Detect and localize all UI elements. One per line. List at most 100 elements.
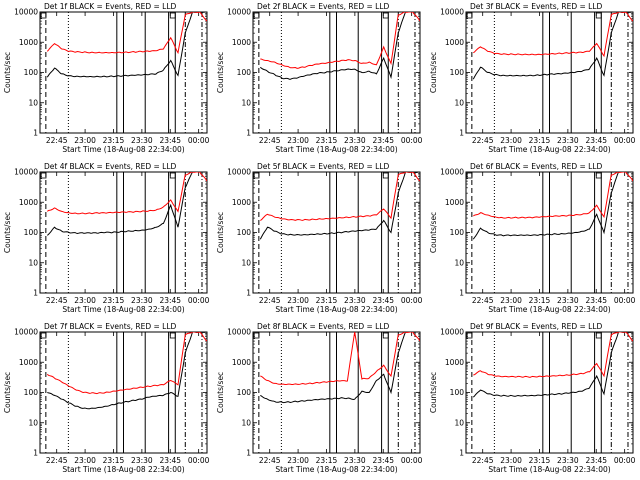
y-tick-label: 10000 — [14, 8, 38, 17]
x-tick-label: 23:30 — [344, 136, 366, 145]
y-tick-label: 1 — [459, 289, 464, 298]
y-tick-label: 10 — [241, 418, 251, 427]
y-tick-label: 100 — [450, 68, 465, 77]
y-tick-label: 1000 — [445, 198, 464, 207]
corner-marker — [382, 172, 389, 179]
x-tick-label: 23:45 — [159, 456, 181, 465]
y-tick-label: 10 — [454, 258, 464, 267]
x-tick-label: 23:15 — [529, 136, 551, 145]
corner-marker — [40, 332, 47, 339]
lld-series-line — [473, 332, 633, 378]
chart-panel-1: Det 1f BLACK = Events, RED = LLD 1 10 100 10… — [3, 2, 210, 154]
corner-marker — [253, 172, 260, 179]
x-tick-label: 23:15 — [103, 456, 125, 465]
corner-marker — [169, 12, 176, 19]
x-tick-label: 23:45 — [585, 136, 607, 145]
x-tick-label: 23:00 — [500, 136, 522, 145]
y-tick-label: 1 — [33, 449, 38, 458]
chart-title: Det 9f BLACK = Events, RED = LLD — [470, 322, 603, 331]
y-tick-label: 1 — [246, 289, 251, 298]
y-tick-label: 1000 — [445, 358, 464, 367]
chart-panel-4: Det 4f BLACK = Events, RED = LLD 1 10 100 10… — [3, 162, 210, 314]
x-tick-label: 00:00 — [188, 456, 210, 465]
lld-series-line — [260, 12, 420, 69]
y-tick-label: 100 — [450, 228, 465, 237]
x-tick-label: 22:45 — [46, 136, 68, 145]
x-tick-label: 23:00 — [74, 456, 96, 465]
x-tick-label: 23:00 — [500, 296, 522, 305]
x-axis-label: Start Time (18-Aug-08 22:34:00) — [275, 145, 397, 154]
corner-marker — [40, 172, 47, 179]
lld-series-line — [473, 12, 633, 58]
x-tick-label: 23:45 — [159, 296, 181, 305]
x-tick-label: 23:30 — [344, 296, 366, 305]
corner-marker — [466, 12, 473, 19]
y-axis-label: Counts/sec — [3, 212, 12, 253]
y-tick-label: 1 — [246, 449, 251, 458]
y-tick-label: 100 — [24, 388, 39, 397]
chart-title: Det 8f BLACK = Events, RED = LLD — [257, 322, 390, 331]
x-axis-label: Start Time (18-Aug-08 22:34:00) — [488, 305, 610, 314]
y-tick-label: 10 — [241, 98, 251, 107]
y-tick-label: 100 — [237, 68, 252, 77]
corner-marker — [40, 12, 47, 19]
x-tick-label: 22:45 — [46, 456, 68, 465]
x-tick-label: 23:30 — [131, 136, 153, 145]
chart-title: Det 6f BLACK = Events, RED = LLD — [470, 162, 603, 171]
y-axis-label: Counts/sec — [429, 52, 438, 93]
x-tick-label: 23:15 — [316, 136, 338, 145]
chart-title: Det 5f BLACK = Events, RED = LLD — [257, 162, 390, 171]
y-axis-label: Counts/sec — [3, 372, 12, 413]
x-tick-label: 23:45 — [159, 136, 181, 145]
y-axis-label: Counts/sec — [429, 372, 438, 413]
x-tick-label: 22:45 — [259, 456, 281, 465]
x-tick-label: 23:45 — [372, 456, 394, 465]
y-tick-label: 1000 — [232, 198, 251, 207]
corner-marker — [169, 172, 176, 179]
x-tick-label: 22:45 — [259, 136, 281, 145]
corner-marker — [169, 332, 176, 339]
x-axis-label: Start Time (18-Aug-08 22:34:00) — [62, 465, 184, 474]
y-tick-label: 10 — [454, 418, 464, 427]
corner-marker — [466, 172, 473, 179]
corner-marker — [595, 332, 602, 339]
chart-panel-8: Det 8f BLACK = Events, RED = LLD 1 10 100 10… — [216, 322, 423, 474]
x-tick-label: 23:00 — [74, 296, 96, 305]
chart-panel-3: Det 3f BLACK = Events, RED = LLD 1 10 100 10… — [429, 2, 636, 154]
y-tick-label: 10000 — [227, 168, 251, 177]
x-tick-label: 00:00 — [401, 136, 423, 145]
lld-series-line — [260, 332, 420, 386]
x-tick-label: 23:15 — [316, 456, 338, 465]
y-tick-label: 10 — [28, 418, 38, 427]
x-tick-label: 23:00 — [287, 456, 309, 465]
y-tick-label: 100 — [450, 388, 465, 397]
x-tick-label: 23:30 — [131, 296, 153, 305]
chart-title: Det 7f BLACK = Events, RED = LLD — [44, 322, 177, 331]
y-tick-label: 10000 — [440, 8, 464, 17]
lld-series-line — [473, 172, 633, 219]
lld-series-line — [260, 172, 420, 221]
x-tick-label: 00:00 — [401, 456, 423, 465]
y-tick-label: 1 — [33, 129, 38, 138]
events-series-line — [472, 332, 633, 398]
chart-panel-2: Det 2f BLACK = Events, RED = LLD 1 10 100 10… — [216, 2, 423, 154]
x-tick-label: 22:45 — [259, 296, 281, 305]
y-tick-label: 1 — [459, 129, 464, 138]
x-tick-label: 23:15 — [103, 296, 125, 305]
x-tick-label: 23:30 — [557, 136, 579, 145]
x-tick-label: 00:00 — [614, 136, 636, 145]
x-axis-label: Start Time (18-Aug-08 22:34:00) — [62, 305, 184, 314]
x-tick-label: 23:30 — [131, 456, 153, 465]
events-series-line — [46, 172, 207, 236]
corner-marker — [595, 172, 602, 179]
y-tick-label: 10 — [28, 258, 38, 267]
chart-title: Det 2f BLACK = Events, RED = LLD — [257, 2, 390, 11]
events-series-line — [472, 12, 633, 80]
x-tick-label: 23:00 — [287, 136, 309, 145]
corner-marker — [595, 12, 602, 19]
y-tick-label: 100 — [237, 228, 252, 237]
chart-panel-9: Det 9f BLACK = Events, RED = LLD 1 10 100 10… — [429, 322, 636, 474]
y-tick-label: 10000 — [440, 328, 464, 337]
x-axis-label: Start Time (18-Aug-08 22:34:00) — [62, 145, 184, 154]
